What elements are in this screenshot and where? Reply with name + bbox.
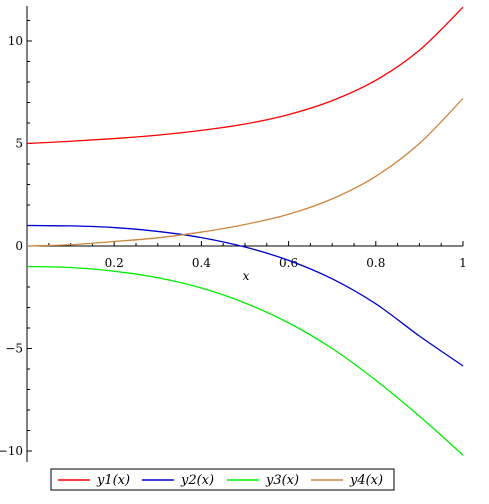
series-line-3	[26, 265, 464, 456]
legend-label-2: y2(x)	[180, 473, 214, 488]
y-tick-label: 5	[15, 137, 23, 151]
legend-label-3: y3(x)	[265, 473, 299, 488]
x-tick-label: 0.8	[366, 256, 385, 270]
series-layer	[26, 6, 464, 456]
legend: y1(x) y2(x) y3(x) y4(x)	[50, 468, 395, 491]
series-line-4	[26, 97, 464, 247]
x-tick-label: 0.2	[105, 256, 124, 270]
x-tick-label: 0.4	[192, 256, 211, 270]
legend-label-1: y1(x)	[96, 473, 130, 488]
series-line-1	[26, 6, 464, 145]
y-tick-label: 10	[8, 34, 23, 48]
legend-label-4: y4(x)	[349, 473, 383, 488]
x-axis-title: x	[243, 269, 250, 283]
axes: 10 5 0 −5 −10 0.2 0.4 0.6 0.8 1 x	[0, 6, 467, 462]
y-tick-label: −10	[0, 444, 23, 458]
series-line-2	[26, 224, 464, 367]
y-tick-label: −5	[5, 342, 23, 356]
x-tick-label: 0.6	[279, 256, 298, 270]
legend-box	[50, 468, 395, 491]
y-tick-label: 0	[15, 239, 23, 253]
x-tick-label: 1	[459, 256, 467, 270]
